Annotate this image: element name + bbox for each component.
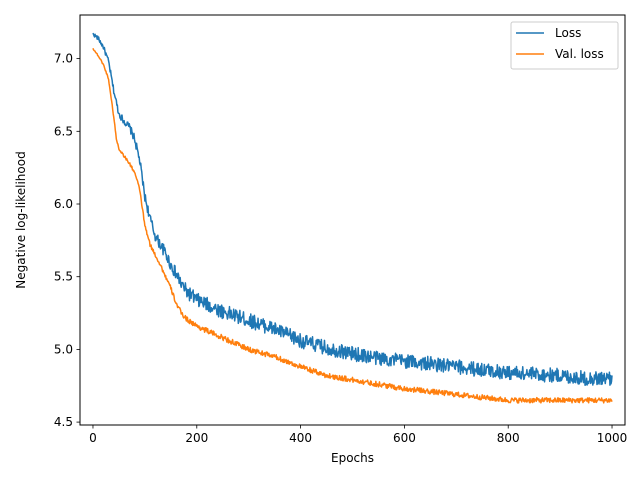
y-tick-label: 5.0 xyxy=(54,342,73,356)
legend-label-val-loss: Val. loss xyxy=(555,47,604,61)
axes-frame xyxy=(79,14,626,426)
y-tick-label: 6.0 xyxy=(54,197,73,211)
y-axis: 4.5 5.0 5.5 6.0 6.5 7.0 xyxy=(54,52,80,429)
x-tick-label: 800 xyxy=(497,431,520,445)
x-tick-label: 200 xyxy=(185,431,208,445)
series-line-loss xyxy=(92,32,613,387)
legend: Loss Val. loss xyxy=(510,21,619,70)
x-tick-label: 1000 xyxy=(597,431,628,445)
legend-label-loss: Loss xyxy=(555,26,581,40)
plot-area xyxy=(79,14,626,426)
x-tick-label: 400 xyxy=(289,431,312,445)
y-tick-label: 4.5 xyxy=(54,415,73,429)
x-axis-label: Epochs xyxy=(331,451,374,465)
y-tick-label: 7.0 xyxy=(54,52,73,66)
y-axis-label: Negative log-likelihood xyxy=(14,151,28,288)
series-line-val-loss xyxy=(92,48,613,404)
y-tick-label: 5.5 xyxy=(54,270,73,284)
x-tick-label: 0 xyxy=(89,431,97,445)
y-tick-label: 6.5 xyxy=(54,124,73,138)
series-layer xyxy=(92,32,613,404)
x-axis: 0 200 400 600 800 1000 xyxy=(89,425,627,445)
x-tick-label: 600 xyxy=(393,431,416,445)
